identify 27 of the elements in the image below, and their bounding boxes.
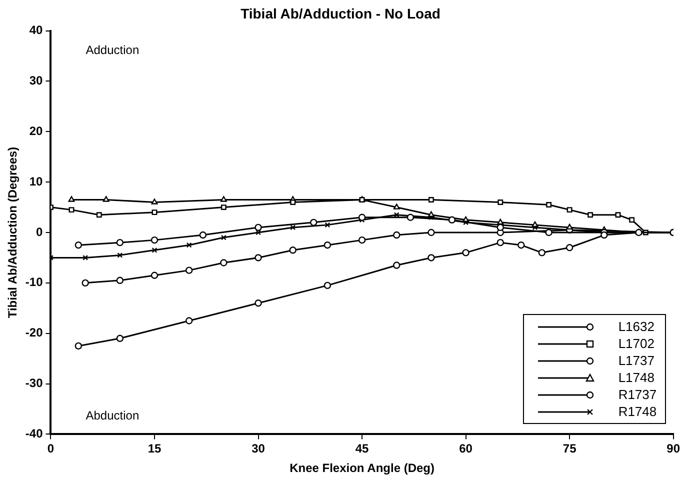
legend-label: L1632 [618,318,654,336]
y-tick-label: 40 [29,23,44,38]
legend-label: L1737 [618,352,654,370]
y-tick-label: 0 [36,224,44,239]
x-tick-label: 90 [666,442,680,456]
y-tick-label: -10 [25,275,44,290]
chart-title: Tibial Ab/Adduction - No Load [240,5,440,22]
y-tick-label: 10 [29,174,44,188]
legend-label: L1748 [618,369,654,386]
y-tick-label: -30 [25,376,44,390]
x-tick-label: 45 [355,442,370,456]
x-axis-title: Knee Flexion Angle (Deg) [290,461,434,476]
x-tick-label: 60 [459,442,473,456]
legend-label: R1737 [618,386,657,404]
y-tick-label: 20 [29,124,44,138]
y-tick-label: 30 [29,74,44,88]
x-tick-label: 15 [148,442,162,456]
legend-label: R1748 [618,403,657,420]
y-tick-label: -20 [25,326,44,340]
legend-label: L1702 [618,335,654,352]
annotation: Abduction [86,408,140,423]
y-axis-title: Tibial Ab/Adduction (Degrees) [6,146,20,318]
y-tick-label: -40 [25,426,44,441]
x-tick-label: 0 [47,442,54,456]
x-tick-label: 30 [252,442,266,456]
x-tick-label: 75 [562,442,577,456]
annotation: Adduction [86,43,140,58]
